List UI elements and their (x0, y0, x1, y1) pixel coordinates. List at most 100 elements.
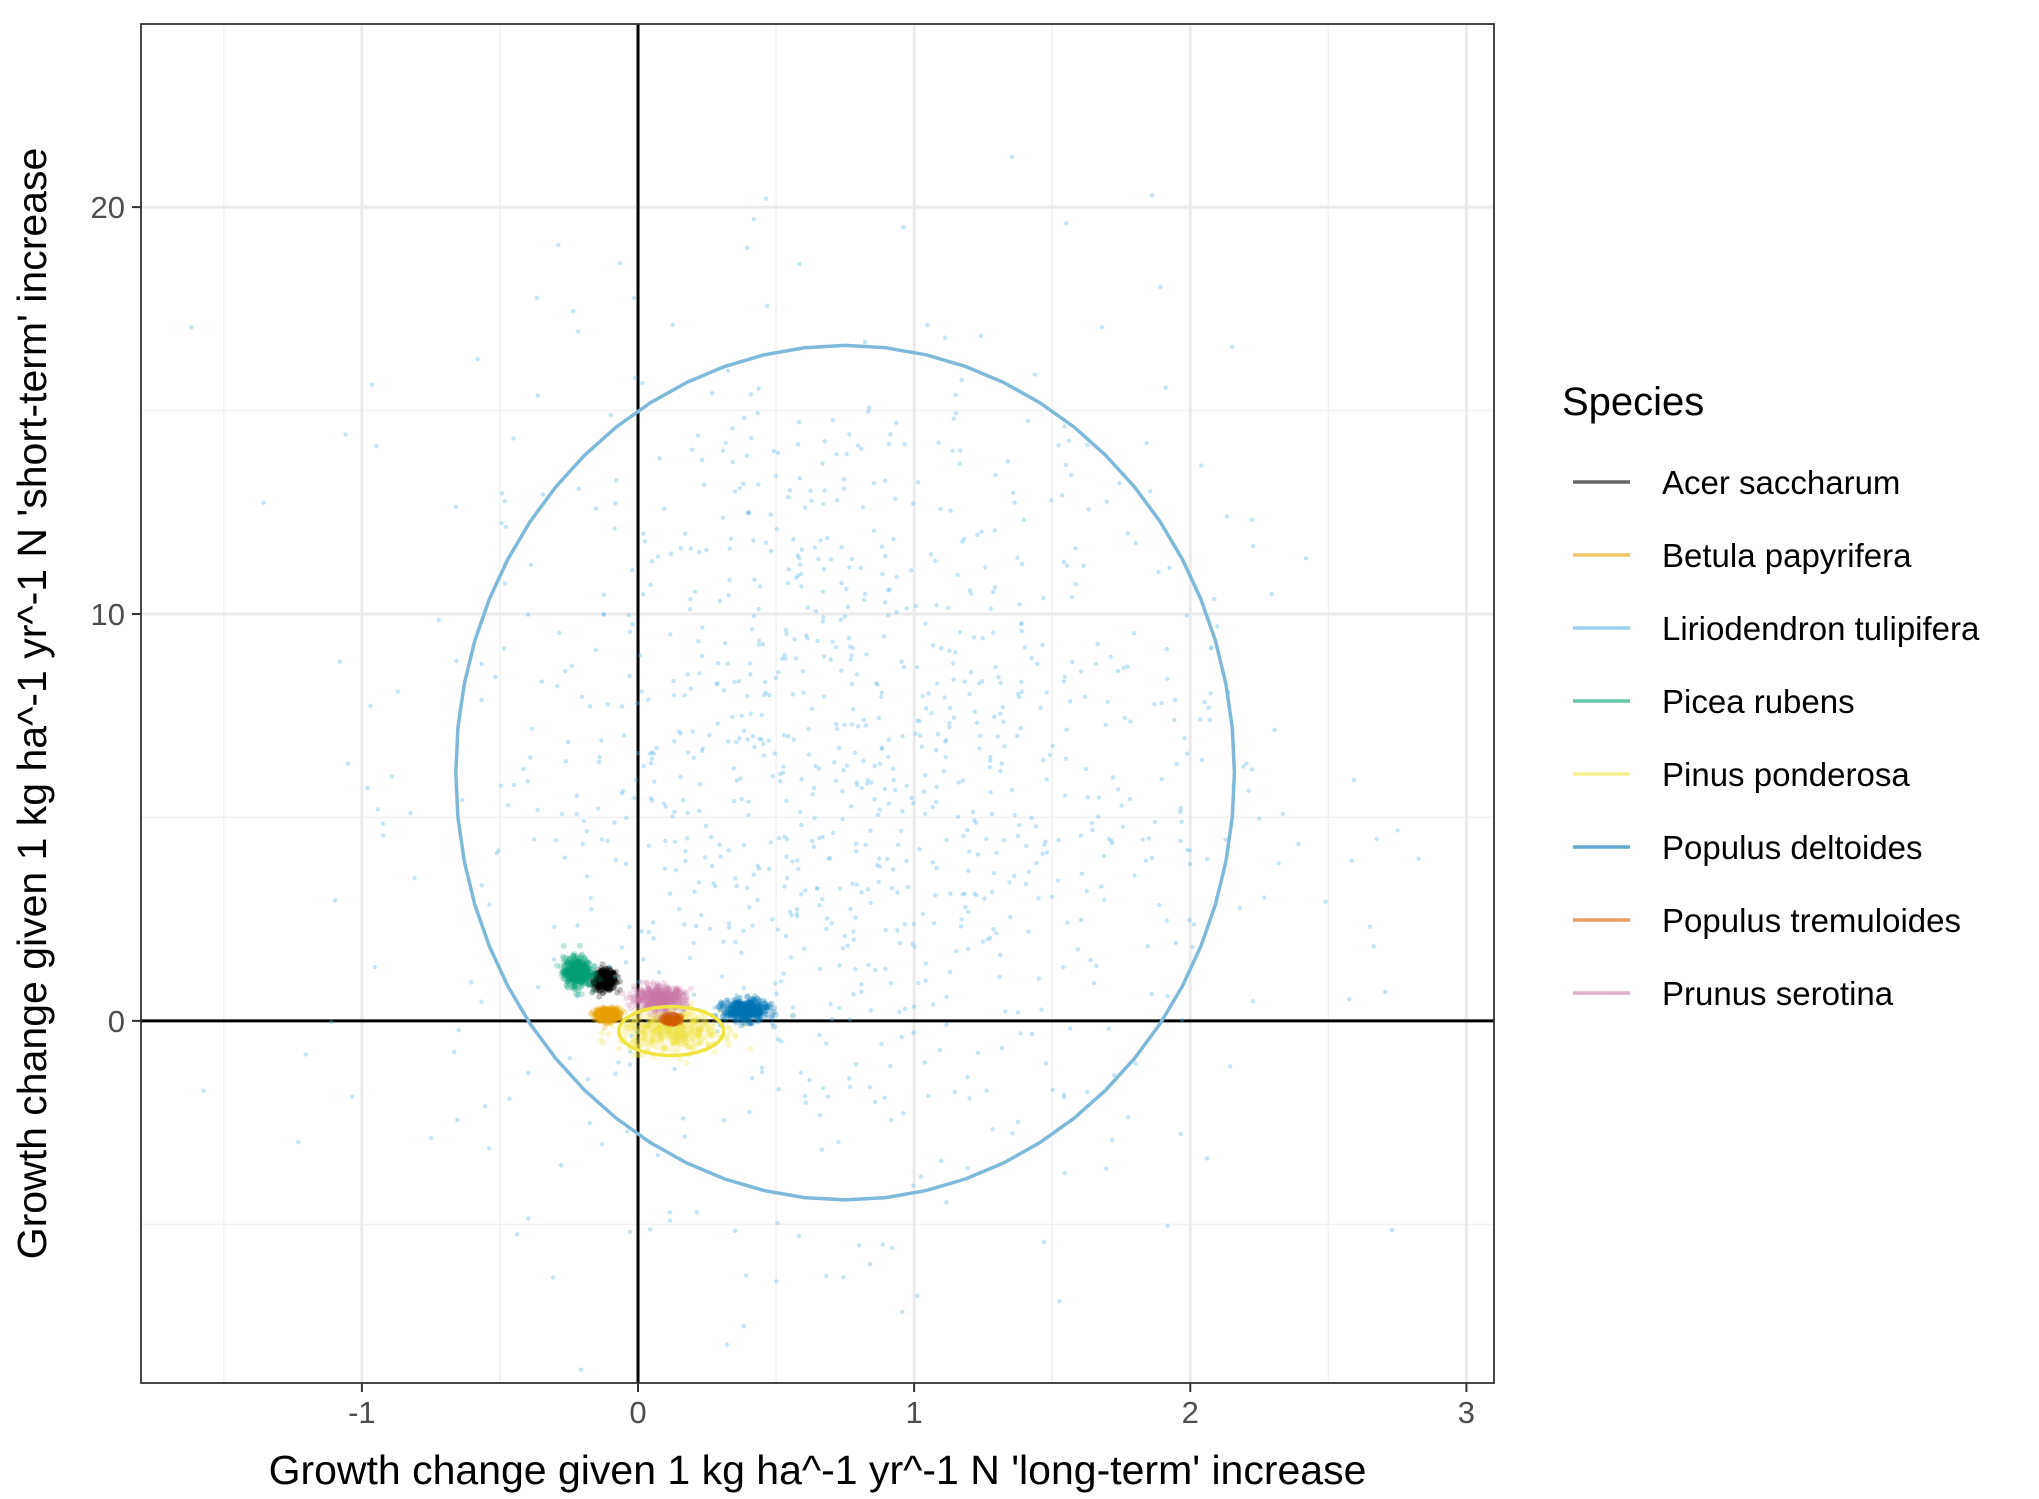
point (603, 1014, 610, 1021)
point (598, 975, 605, 982)
point (1223, 837, 1228, 842)
point (607, 980, 614, 987)
point (601, 1011, 608, 1018)
point (654, 995, 661, 1002)
point (953, 650, 958, 655)
point (594, 969, 601, 976)
point (601, 979, 608, 986)
point (614, 979, 621, 986)
point (612, 1017, 619, 1024)
point (966, 946, 971, 952)
point (1179, 1017, 1185, 1023)
point (602, 1007, 609, 1014)
point (761, 753, 767, 758)
point (608, 970, 615, 977)
point (261, 500, 266, 505)
point (597, 980, 604, 987)
point (556, 630, 562, 635)
point (612, 1007, 619, 1014)
point (647, 751, 652, 756)
point (627, 673, 632, 679)
point (602, 1012, 609, 1019)
point (788, 955, 794, 960)
point (596, 974, 603, 981)
point (1132, 873, 1137, 878)
point (883, 927, 888, 933)
point (595, 980, 602, 987)
point (607, 1014, 614, 1021)
x-tick-label: 2 (1182, 1395, 1199, 1430)
point (637, 985, 644, 992)
point (597, 974, 604, 981)
point (612, 820, 617, 825)
point (971, 635, 977, 640)
point (667, 891, 673, 896)
point (567, 969, 574, 976)
point (599, 973, 606, 980)
point (606, 987, 613, 994)
point (597, 978, 604, 985)
point (595, 979, 602, 986)
point (608, 976, 615, 983)
point (717, 842, 722, 848)
point (611, 1008, 618, 1015)
point (809, 498, 814, 503)
point (911, 1183, 916, 1188)
point (597, 982, 604, 989)
point (844, 586, 849, 592)
point (934, 799, 939, 805)
point (1049, 498, 1054, 503)
point (595, 1017, 602, 1024)
point (635, 751, 641, 756)
point (602, 969, 609, 976)
point (600, 972, 607, 979)
point (1019, 689, 1025, 695)
point (1126, 1114, 1131, 1120)
point (597, 981, 604, 988)
point (676, 906, 682, 912)
point (598, 1029, 605, 1036)
point (604, 1009, 611, 1016)
point (1117, 481, 1122, 486)
point (600, 1014, 607, 1021)
point (871, 480, 877, 486)
point (732, 1032, 739, 1039)
point (741, 415, 747, 420)
point (610, 1016, 617, 1023)
point (598, 976, 605, 983)
point (732, 996, 739, 1003)
point (1173, 940, 1179, 946)
point (593, 1010, 600, 1017)
point (610, 970, 617, 977)
point (595, 975, 602, 982)
point (597, 972, 604, 979)
point (600, 979, 607, 986)
point (595, 1005, 602, 1012)
point (603, 981, 610, 988)
point (625, 1129, 630, 1134)
point (951, 677, 956, 682)
point (1272, 727, 1277, 733)
point (992, 714, 997, 719)
point (606, 1015, 613, 1022)
point (930, 804, 935, 810)
point (737, 485, 743, 491)
point (605, 974, 612, 981)
point (1296, 841, 1301, 847)
point (781, 971, 786, 976)
point (1066, 438, 1072, 443)
point (611, 1010, 618, 1017)
point (605, 838, 610, 844)
point (999, 761, 1004, 766)
point (609, 1004, 616, 1011)
point (589, 971, 596, 978)
point (859, 989, 864, 994)
point (567, 1056, 572, 1061)
point (868, 828, 873, 833)
point (773, 473, 779, 479)
point (815, 638, 820, 644)
point (575, 923, 580, 928)
point (612, 1015, 619, 1022)
point (689, 1033, 696, 1040)
point (600, 970, 607, 977)
